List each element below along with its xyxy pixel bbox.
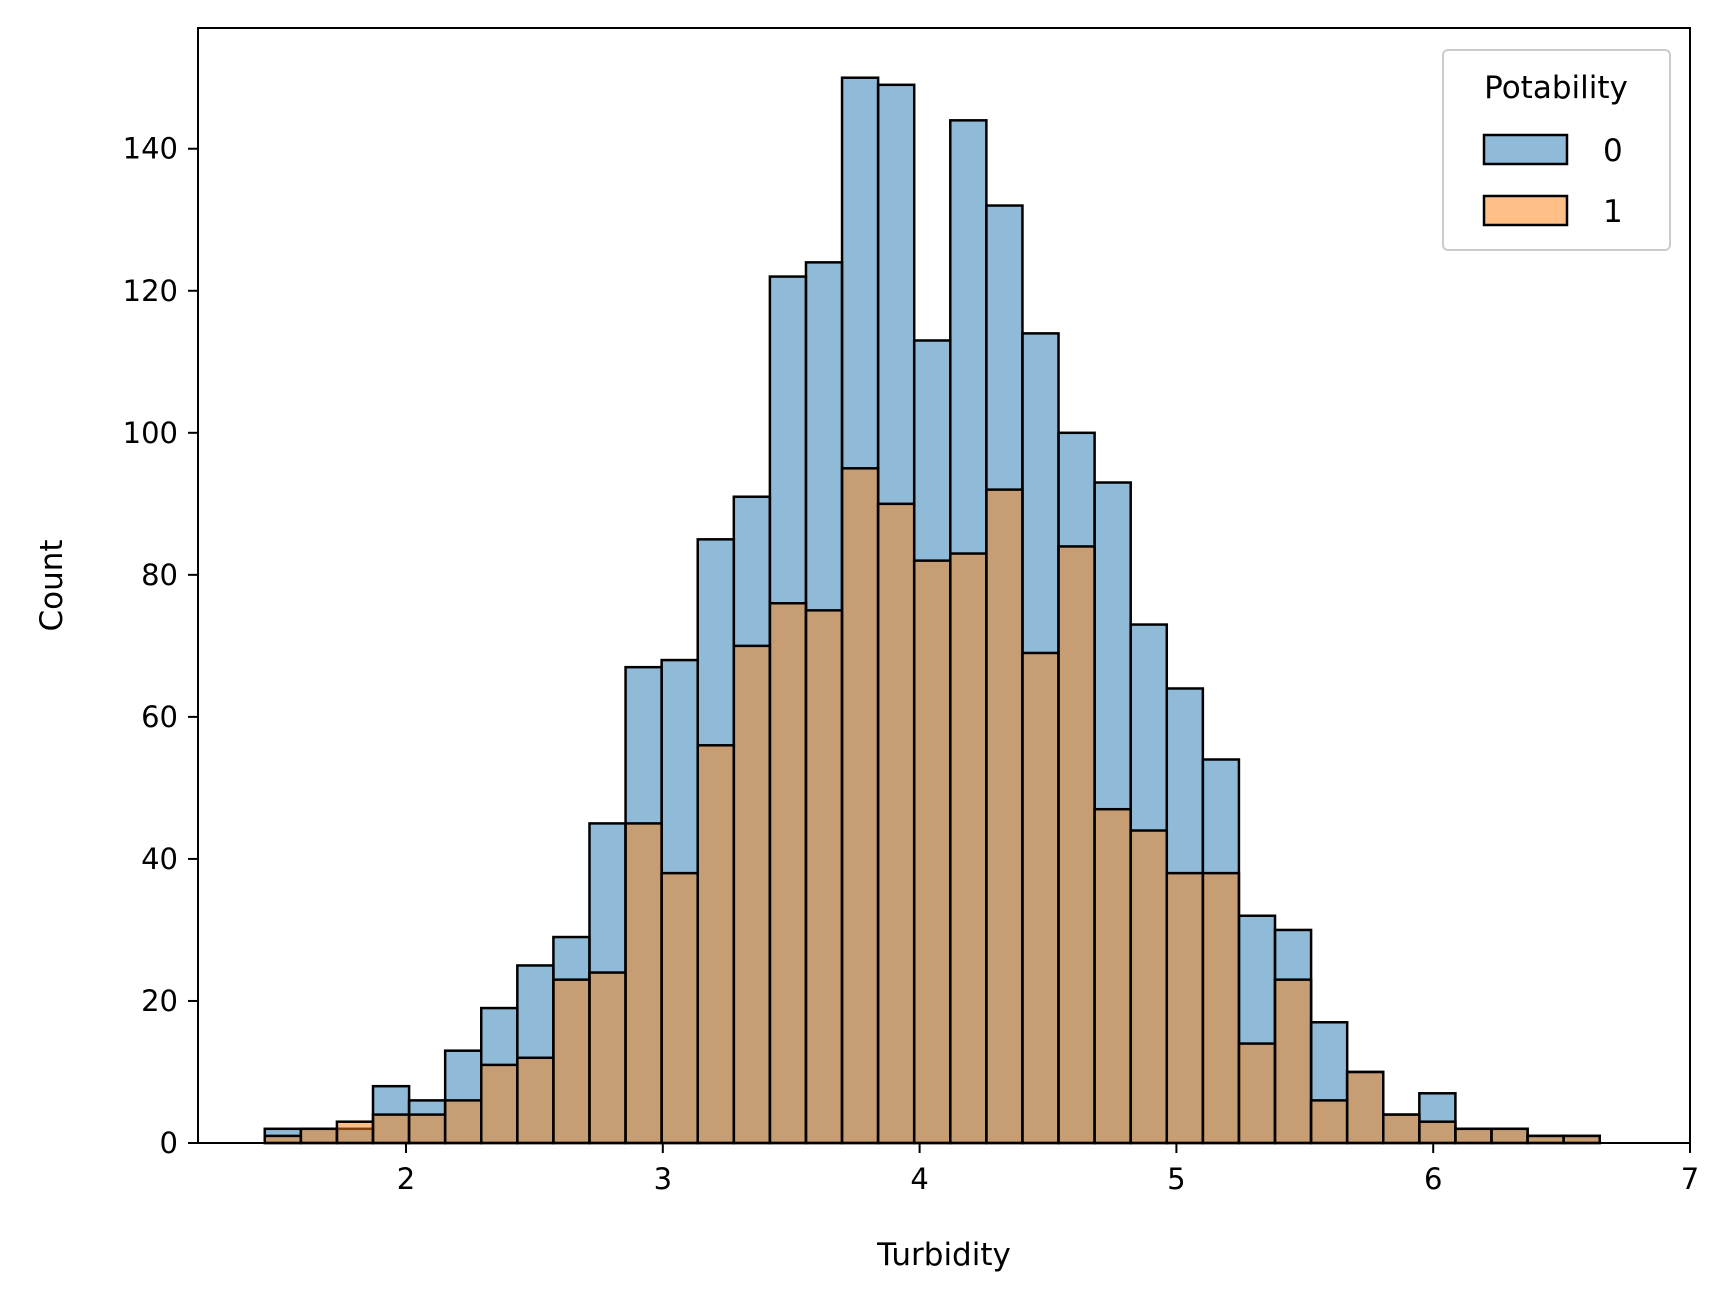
bar-series-1-bin-17 xyxy=(876,502,916,1145)
y-axis: 0 20 40 60 80 100 120 140 xyxy=(123,132,198,1160)
bar-series-1-bin-18 xyxy=(912,559,952,1145)
bar-series-1-bin-12 xyxy=(696,744,736,1145)
y-tick-label-4: 80 xyxy=(141,558,178,592)
bar-series-1-bin-15 xyxy=(804,609,844,1145)
bar-series-1-bin-0 xyxy=(263,1134,303,1145)
bar-series-1-bin-16 xyxy=(840,467,880,1145)
bar-series-1-bin-11 xyxy=(660,871,699,1145)
bar-series-1-bin-10 xyxy=(624,822,663,1145)
legend-swatch-series-1 xyxy=(1482,194,1569,227)
bar-series-1-bin-14 xyxy=(768,602,808,1145)
bar-series-1-bin-22 xyxy=(1057,545,1096,1145)
x-tick-label-0: 2 xyxy=(397,1162,415,1196)
bar-series-1-bin-31 xyxy=(1382,1113,1421,1145)
y-tick-label-1: 20 xyxy=(141,984,178,1018)
bar-series-1-bin-33 xyxy=(1454,1127,1493,1145)
bar-series-1-bin-8 xyxy=(552,978,591,1145)
legend-label-series-0: 0 xyxy=(1603,133,1623,169)
y-tick-label-3: 60 xyxy=(141,700,178,734)
bar-series-1-bin-29 xyxy=(1309,1099,1349,1145)
bar-series-1-bin-2 xyxy=(335,1120,375,1145)
y-tick-label-0: 0 xyxy=(160,1126,178,1160)
bar-series-1-bin-6 xyxy=(479,1063,519,1145)
bar-series-1-bin-7 xyxy=(516,1056,555,1145)
bar-series-1-bin-24 xyxy=(1129,829,1169,1145)
bar-series-1-bin-5 xyxy=(443,1099,483,1145)
bar-series-1-bin-20 xyxy=(985,488,1024,1145)
bar-series-1-bin-36 xyxy=(1562,1134,1601,1145)
legend: Potability 0 1 xyxy=(1442,49,1671,251)
bar-series-1-bin-1 xyxy=(299,1127,339,1145)
plot-frame xyxy=(197,27,1691,1144)
x-axis-label: Turbidity xyxy=(876,1237,1011,1273)
bar-series-1-bin-27 xyxy=(1237,1042,1277,1145)
bar-series-1-bin-13 xyxy=(732,644,772,1145)
bar-series-1-bin-23 xyxy=(1093,807,1132,1145)
x-tick-label-3: 5 xyxy=(1167,1162,1185,1196)
bar-series-1-bin-21 xyxy=(1021,651,1060,1145)
bar-series-1-bin-32 xyxy=(1418,1120,1457,1145)
bar-series-1-bin-28 xyxy=(1273,978,1313,1145)
x-tick-label-5: 7 xyxy=(1681,1162,1699,1196)
y-axis-label: Count xyxy=(34,539,70,631)
x-axis: 2 3 4 5 6 7 xyxy=(397,1143,1699,1196)
bars-layer xyxy=(263,76,1601,1145)
bar-series-1-bin-35 xyxy=(1526,1134,1565,1145)
bar-series-1-bin-25 xyxy=(1165,871,1205,1145)
bar-series-1-bin-19 xyxy=(949,552,988,1145)
x-tick-label-2: 4 xyxy=(910,1162,928,1196)
y-tick-label-7: 140 xyxy=(123,132,178,166)
legend-label-series-1: 1 xyxy=(1603,194,1623,230)
x-tick-label-1: 3 xyxy=(654,1162,672,1196)
legend-swatch-series-0 xyxy=(1482,133,1569,166)
bar-series-1-bin-30 xyxy=(1345,1070,1385,1145)
bar-series-1-bin-3 xyxy=(371,1113,411,1145)
y-tick-label-5: 100 xyxy=(123,416,178,450)
x-tick-label-4: 6 xyxy=(1424,1162,1442,1196)
legend-title: Potability xyxy=(1484,70,1628,106)
bar-series-1-bin-4 xyxy=(407,1113,447,1145)
bar-series-1-bin-34 xyxy=(1490,1127,1529,1145)
bar-series-1-bin-9 xyxy=(588,971,627,1145)
y-tick-label-2: 40 xyxy=(141,842,178,876)
bar-series-1-bin-26 xyxy=(1201,871,1241,1145)
y-tick-label-6: 120 xyxy=(123,274,178,308)
